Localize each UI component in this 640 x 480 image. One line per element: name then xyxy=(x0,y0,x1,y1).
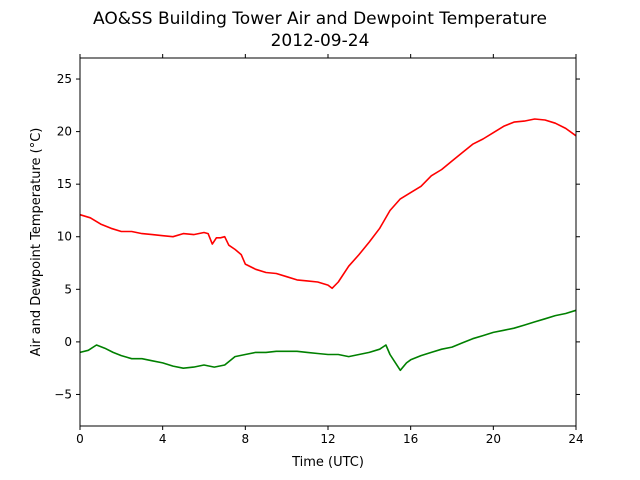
y-tick-label: −5 xyxy=(54,387,72,401)
y-tick-label: 10 xyxy=(57,230,72,244)
series-layer xyxy=(79,118,577,372)
y-tick-label: 20 xyxy=(57,125,72,139)
x-tick-label: 20 xyxy=(486,432,501,446)
y-tick-label: 25 xyxy=(57,72,72,86)
x-tick-label: 12 xyxy=(320,432,335,446)
x-tick-label: 0 xyxy=(76,432,84,446)
chart-subtitle: 2012-09-24 xyxy=(271,31,370,51)
x-tick-label: 8 xyxy=(242,432,250,446)
x-tick-label: 4 xyxy=(159,432,167,446)
series-line-0 xyxy=(79,118,577,290)
chart-title: AO&SS Building Tower Air and Dewpoint Te… xyxy=(93,9,547,29)
x-tick-label: 24 xyxy=(568,432,583,446)
y-tick-label: 5 xyxy=(64,282,72,296)
y-axis-label: Air and Dewpoint Temperature (°C) xyxy=(29,128,44,357)
y-tick-label: 0 xyxy=(64,335,72,349)
plot-frame xyxy=(79,57,577,427)
x-axis-label: Time (UTC) xyxy=(291,455,364,470)
x-tick-label: 16 xyxy=(403,432,418,446)
series-line-1 xyxy=(79,309,577,372)
y-tick-label: 15 xyxy=(57,177,72,191)
ticks-layer: 0 4 8 12 16 20 24 −5 0 5 10 15 20 25 xyxy=(54,54,584,446)
